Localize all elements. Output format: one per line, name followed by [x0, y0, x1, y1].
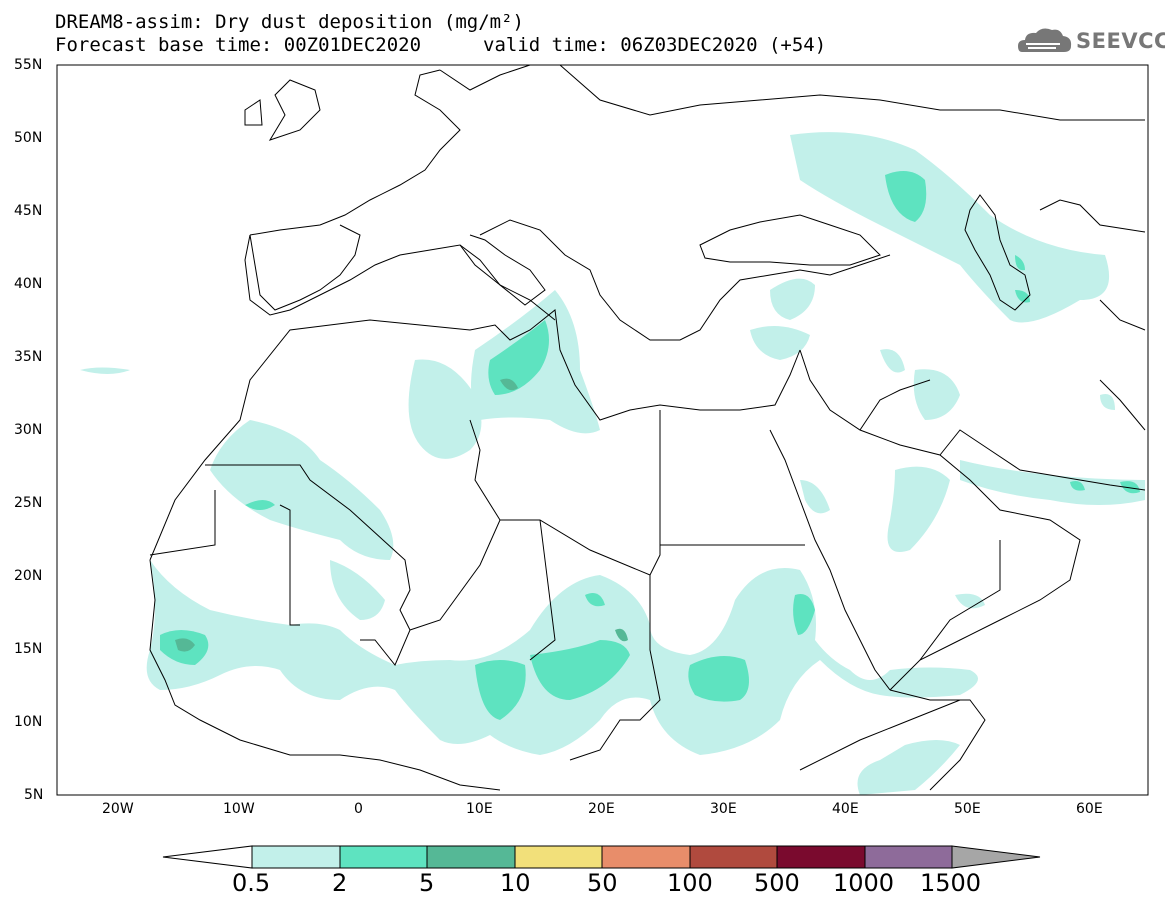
- lat-label: 50N: [14, 130, 43, 146]
- valid-time: valid time: 06Z03DEC2020 (+54): [483, 34, 827, 56]
- map-title: DREAM8-assim: Dry dust deposition (mg/m²…: [55, 11, 524, 33]
- lat-label: 45N: [14, 203, 43, 219]
- lat-label: 30N: [14, 422, 43, 438]
- lat-label: 55N: [14, 57, 43, 73]
- colorbar-label: 50: [587, 869, 618, 897]
- map-border: [56, 64, 1149, 796]
- colorbar-right-arrow: [951, 845, 1041, 869]
- colorbar-left-arrow: [162, 845, 253, 869]
- colorbar-bin-2: [339, 845, 428, 869]
- coastlines-borders: [149, 64, 1146, 791]
- lat-label: 15N: [14, 641, 43, 657]
- colorbar-bin-5: [601, 845, 691, 869]
- colorbar-label: 1500: [920, 869, 982, 897]
- lat-label: 25N: [14, 495, 43, 511]
- lat-label: 35N: [14, 349, 43, 365]
- lon-label: 30E: [710, 801, 737, 817]
- colorbar-label: 1000: [833, 869, 895, 897]
- lat-label: 5N: [24, 787, 44, 803]
- lon-label: 20W: [102, 801, 134, 817]
- colorbar-bin-1: [251, 845, 341, 869]
- cloud-logo-icon: [1018, 28, 1072, 52]
- dust-area-medium: [160, 171, 1140, 720]
- lon-label: 10W: [223, 801, 255, 817]
- lon-label: 20E: [588, 801, 615, 817]
- lon-label: 50E: [954, 801, 981, 817]
- forecast-base-time: Forecast base time: 00Z01DEC2020: [55, 34, 422, 56]
- lat-label: 20N: [14, 568, 43, 584]
- lat-label: 40N: [14, 276, 43, 292]
- colorbar-label: 2: [332, 869, 348, 897]
- lon-label: 60E: [1076, 801, 1103, 817]
- lat-label: 10N: [14, 714, 43, 730]
- colorbar-bin-6: [689, 845, 778, 869]
- dust-area-dense: [175, 378, 628, 652]
- colorbar-label: 5: [419, 869, 435, 897]
- colorbar-label: 0.5: [232, 869, 271, 897]
- colorbar-label: 10: [500, 869, 531, 897]
- lon-label: 40E: [832, 801, 859, 817]
- colorbar-bin-4: [514, 845, 603, 869]
- logo-text: SEEVCCC: [1076, 29, 1165, 53]
- colorbar: [162, 845, 1041, 869]
- lon-label: 0: [354, 801, 363, 817]
- colorbar-bin-3: [426, 845, 516, 869]
- lon-label: 10E: [466, 801, 493, 817]
- colorbar-label: 500: [754, 869, 800, 897]
- colorbar-label: 100: [667, 869, 713, 897]
- seevccc-logo: SEEVCCC: [1016, 24, 1165, 60]
- colorbar-bin-8: [864, 845, 953, 869]
- colorbar-bin-7: [776, 845, 866, 869]
